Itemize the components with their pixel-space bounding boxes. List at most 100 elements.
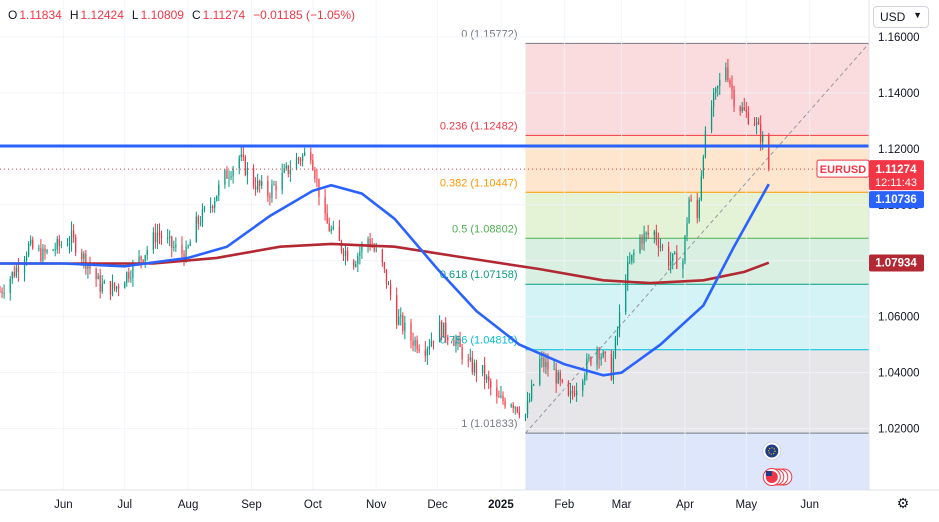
candle-body [269,196,271,198]
candle-body [690,199,692,201]
candle-body [138,256,140,264]
candle-body [696,199,698,219]
candle-body [398,316,400,325]
candle-body [3,292,5,294]
candle-body [598,349,600,360]
candle-body [328,223,330,232]
candle-body [504,401,506,407]
candle-body [42,248,44,261]
candle-body [367,238,369,246]
candle-body [688,199,690,224]
candle-body [541,358,543,360]
price-tick-label: 1.16000 [878,32,920,44]
fib-level-label: 0.382 (1.10447) [440,177,518,189]
candle-body [66,245,69,247]
candle-body [81,252,83,260]
candle-body [132,263,134,278]
candle-body [670,261,672,267]
candle-body [140,256,142,260]
candle-body [471,357,473,373]
candle-body [228,177,230,179]
candle-body [326,213,328,224]
candle-body [488,376,490,382]
fib-band [525,433,869,490]
time-tick-label: Jun [54,499,73,511]
candle-body [430,340,433,347]
candle-body [324,197,326,214]
candle-body [604,351,606,354]
candle-body [25,255,28,261]
candle-body [418,349,420,351]
candle-body [725,67,727,80]
candle-body [719,79,721,87]
candle-body [402,315,404,331]
candle-body [731,84,733,90]
candle-body [267,181,269,197]
candle-body [160,235,163,239]
candle-body [432,340,435,343]
time-tick-label: Feb [554,499,574,511]
chevron-down-icon: ▼ [913,10,922,20]
candle-body [575,390,578,396]
candle-body [498,396,500,398]
candle-body [702,156,705,177]
fib-level-label: 0 (1.15772) [461,28,517,40]
candle-body [17,267,20,273]
candle-body [209,206,212,208]
candle-body [653,231,655,236]
candle-body [214,200,216,208]
candle-body [27,243,30,256]
candle-body [631,254,633,262]
candle-body [185,246,187,262]
candle-body [295,158,298,170]
time-tick-label: Sep [241,499,261,511]
currency-selector[interactable]: USD ▼ [873,6,929,28]
candle-body [727,67,729,81]
candle-body [38,248,40,250]
time-tick-label: Jun [800,499,819,511]
candle-body [11,272,13,279]
candle-body [526,401,529,415]
candle-body [510,404,512,407]
candle-body [710,107,713,131]
candle-body [113,282,116,289]
candle-body [518,411,520,416]
candle-body [254,186,257,190]
candle-body [424,350,426,356]
candle-body [197,216,199,224]
candle-body [224,170,226,185]
eu-flag-icon [765,444,779,458]
candle-body [557,372,559,384]
candle-body [684,235,686,262]
candle-body [85,253,87,269]
candles [0,58,770,422]
candle-body [712,92,715,108]
time-tick-label: Nov [366,499,387,511]
candle-body [573,393,576,396]
gear-icon[interactable]: ⚙ [896,495,910,511]
ohlc-key: H [69,8,79,22]
candle-body [201,209,204,224]
candle-body [175,244,177,247]
candle-body [755,121,758,125]
candle-body [156,232,159,243]
candle-body [655,231,657,241]
candle-body [496,387,498,397]
candle-body [657,240,660,248]
candle-body [559,372,561,380]
candle-body [240,154,242,158]
candle-body [561,379,563,382]
candle-body [68,243,71,246]
ma-slow-price-box [869,254,924,272]
candle-body [612,357,615,380]
candle-body [330,228,332,232]
time-tick-label: Oct [304,499,323,511]
candle-body [524,414,527,416]
candle-body [625,281,627,313]
bar-countdown: 12:11:43 [875,177,917,189]
time-tick-label: 2025 [488,499,514,511]
candle-body [287,165,289,174]
symbol-name: EURUSD [820,164,867,176]
candle-body [387,284,390,286]
